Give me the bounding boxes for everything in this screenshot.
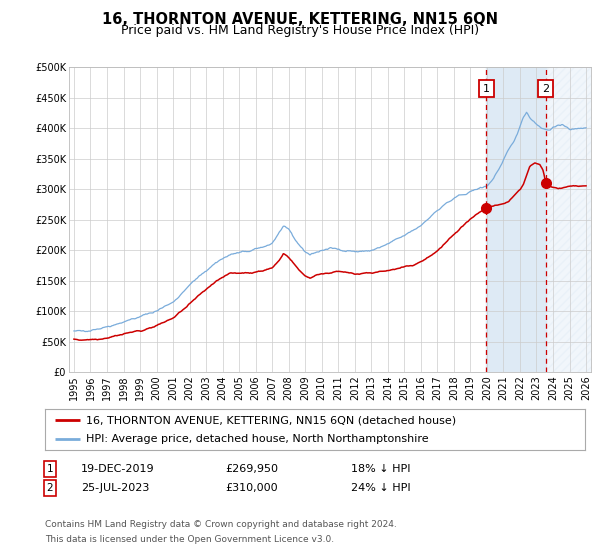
Text: 19-DEC-2019: 19-DEC-2019 xyxy=(81,464,155,474)
Text: 1: 1 xyxy=(483,83,490,94)
Bar xyxy=(487,67,546,372)
Text: 24% ↓ HPI: 24% ↓ HPI xyxy=(351,483,410,493)
Text: 1: 1 xyxy=(46,464,53,474)
Bar xyxy=(546,67,600,372)
Text: 2: 2 xyxy=(542,83,550,94)
Text: £310,000: £310,000 xyxy=(225,483,278,493)
Text: Price paid vs. HM Land Registry's House Price Index (HPI): Price paid vs. HM Land Registry's House … xyxy=(121,24,479,37)
Text: 25-JUL-2023: 25-JUL-2023 xyxy=(81,483,149,493)
Text: 2: 2 xyxy=(46,483,53,493)
Text: 18% ↓ HPI: 18% ↓ HPI xyxy=(351,464,410,474)
Text: Contains HM Land Registry data © Crown copyright and database right 2024.: Contains HM Land Registry data © Crown c… xyxy=(45,520,397,529)
Text: HPI: Average price, detached house, North Northamptonshire: HPI: Average price, detached house, Nort… xyxy=(86,434,428,444)
Text: This data is licensed under the Open Government Licence v3.0.: This data is licensed under the Open Gov… xyxy=(45,535,334,544)
Text: £269,950: £269,950 xyxy=(225,464,278,474)
Text: 16, THORNTON AVENUE, KETTERING, NN15 6QN (detached house): 16, THORNTON AVENUE, KETTERING, NN15 6QN… xyxy=(86,416,455,425)
Text: 16, THORNTON AVENUE, KETTERING, NN15 6QN: 16, THORNTON AVENUE, KETTERING, NN15 6QN xyxy=(102,12,498,27)
